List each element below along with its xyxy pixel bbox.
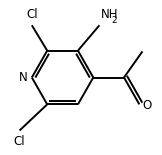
Text: Cl: Cl xyxy=(26,8,38,21)
Text: Cl: Cl xyxy=(14,135,25,148)
Text: N: N xyxy=(19,71,28,84)
Text: O: O xyxy=(142,99,152,112)
Text: NH: NH xyxy=(101,8,118,21)
Text: 2: 2 xyxy=(111,16,117,24)
